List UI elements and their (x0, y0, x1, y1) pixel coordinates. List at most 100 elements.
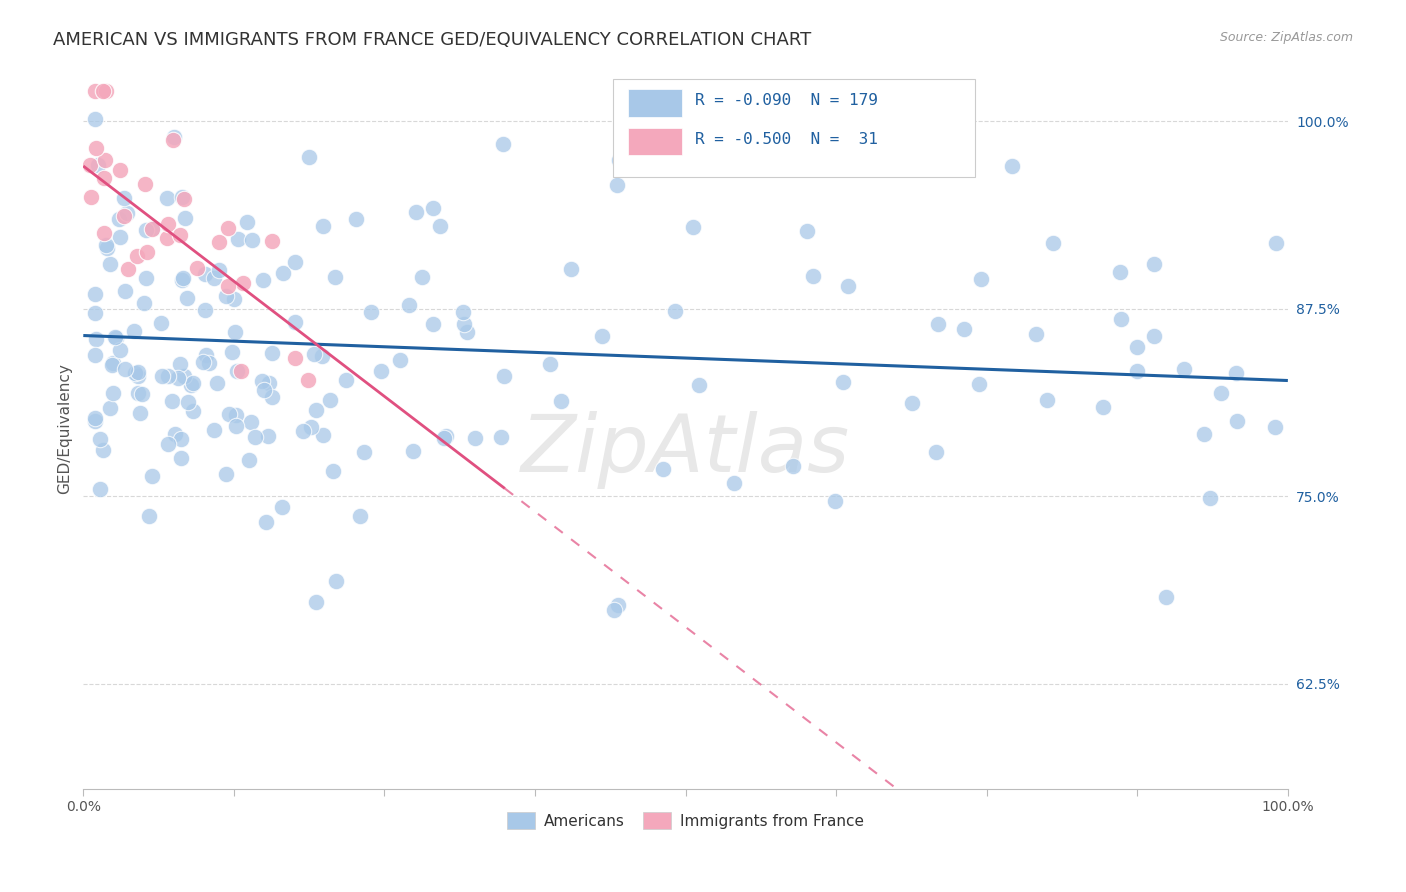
Point (256, 429, 278, 443)
Point (183, 376, 205, 390)
FancyBboxPatch shape (627, 128, 682, 155)
Point (1142, 257, 1164, 271)
Point (108, 211, 131, 226)
Point (112, 191, 135, 205)
Point (253, 384, 276, 398)
Point (271, 266, 294, 280)
Point (100, 257, 122, 271)
Point (215, 467, 238, 482)
Point (208, 263, 231, 277)
Point (79, 158, 101, 172)
Point (1192, 427, 1215, 442)
Point (181, 404, 204, 418)
Point (260, 235, 283, 249)
Point (104, 329, 127, 343)
Point (162, 133, 184, 147)
Point (284, 351, 307, 365)
Point (271, 500, 294, 514)
Point (84, 287, 107, 301)
Point (434, 428, 457, 442)
Text: ZipAtlas: ZipAtlas (522, 411, 851, 489)
Point (169, 358, 191, 372)
Point (1225, 366, 1247, 380)
Point (456, 325, 478, 339)
Point (1126, 340, 1149, 354)
Point (1125, 363, 1147, 377)
Point (538, 357, 561, 371)
Point (1198, 491, 1220, 505)
Point (93, 84, 115, 98)
Point (156, 191, 179, 205)
Point (1092, 401, 1115, 415)
Point (101, 356, 124, 370)
Point (1036, 393, 1059, 408)
Point (254, 515, 277, 529)
Point (305, 403, 328, 417)
Point (84, 141, 107, 155)
Text: R = -0.500  N =  31: R = -0.500 N = 31 (695, 132, 879, 146)
Point (194, 302, 217, 317)
Point (492, 369, 515, 384)
Point (170, 450, 193, 465)
Point (173, 368, 195, 383)
Point (135, 223, 157, 237)
Point (142, 221, 165, 235)
Point (172, 273, 194, 287)
Point (193, 267, 215, 281)
Point (180, 378, 202, 392)
Point (135, 244, 157, 259)
Point (186, 260, 208, 275)
Legend: Americans, Immigrants from France: Americans, Immigrants from France (501, 806, 870, 835)
Point (112, 210, 135, 224)
Point (127, 249, 149, 263)
Point (141, 469, 163, 483)
Point (157, 217, 180, 231)
Point (299, 419, 322, 434)
Point (84, 348, 107, 362)
Point (208, 235, 231, 249)
Point (80, 190, 103, 204)
Point (664, 303, 686, 318)
Point (550, 394, 572, 409)
Point (360, 305, 382, 319)
Point (1143, 329, 1166, 343)
Point (135, 271, 157, 285)
Point (1226, 414, 1249, 428)
Text: R = -0.090  N = 179: R = -0.090 N = 179 (695, 94, 879, 109)
Point (591, 329, 613, 343)
Point (824, 494, 846, 508)
Point (156, 231, 179, 245)
Point (262, 346, 284, 360)
Point (967, 376, 990, 391)
Point (235, 215, 257, 229)
Point (782, 459, 804, 474)
Point (84, 306, 107, 320)
Point (402, 444, 425, 458)
Point (1264, 419, 1286, 434)
Point (1109, 311, 1132, 326)
Point (86, 332, 108, 346)
Point (94, 153, 117, 167)
Point (173, 211, 195, 226)
Point (560, 262, 582, 277)
Point (344, 212, 367, 227)
Point (429, 219, 451, 233)
Point (1042, 235, 1064, 250)
Point (117, 262, 139, 277)
Point (141, 222, 163, 236)
Point (124, 366, 146, 380)
Point (94, 237, 117, 252)
Point (115, 206, 138, 220)
Point (238, 453, 260, 467)
Point (453, 317, 475, 331)
Point (173, 192, 195, 206)
Point (606, 178, 628, 193)
Point (243, 430, 266, 444)
Point (163, 426, 186, 441)
Point (226, 232, 249, 246)
Text: AMERICAN VS IMMIGRANTS FROM FRANCE GED/EQUIVALENCY CORRELATION CHART: AMERICAN VS IMMIGRANTS FROM FRANCE GED/E… (53, 31, 811, 49)
Point (87, 158, 110, 172)
Point (89, 432, 111, 446)
Point (433, 431, 456, 445)
Point (132, 295, 155, 310)
